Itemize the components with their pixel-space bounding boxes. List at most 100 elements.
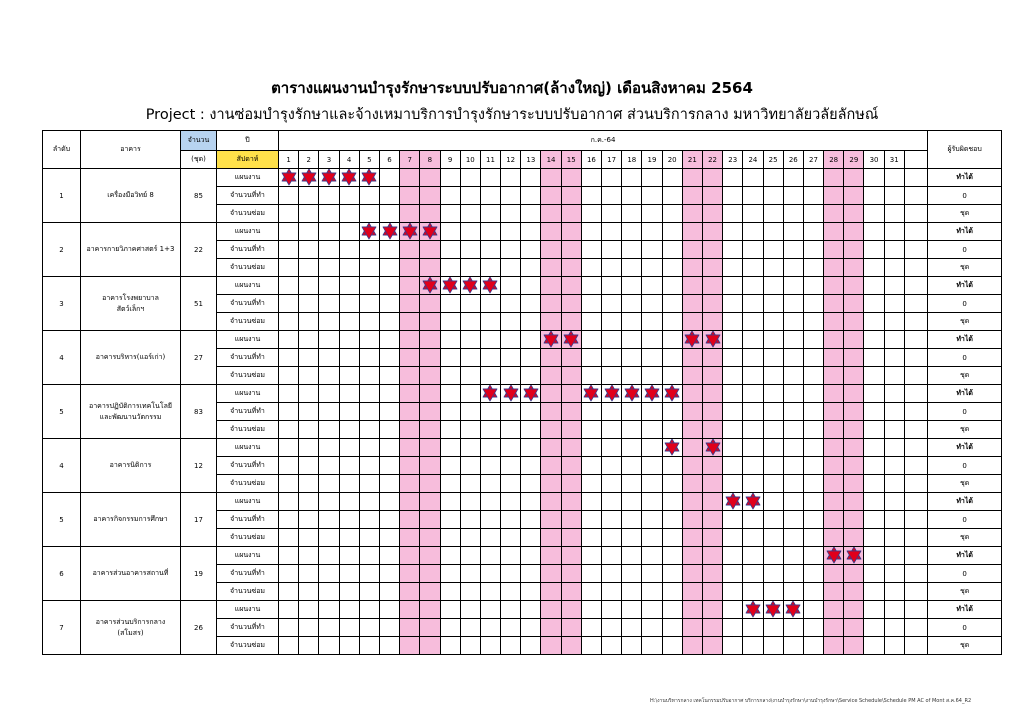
spacer-cell [903, 456, 929, 475]
plan-star-icon [705, 331, 720, 348]
day-cell [419, 294, 441, 313]
day-cell [338, 456, 360, 475]
day-cell [500, 546, 522, 565]
day-cell [298, 510, 320, 529]
day-cell [419, 312, 441, 331]
day-cell [479, 420, 502, 439]
day-cell [883, 294, 905, 313]
table-row: 4 อาคารบริหาร(แอร์เก่า) 27 แผนงาน ทำได้ [42, 330, 1003, 385]
day-cell [318, 168, 340, 187]
day-header-11: 11 [479, 150, 502, 169]
day-cell [823, 636, 845, 655]
day-cell [479, 276, 502, 295]
row-type-label: แผนงาน [216, 384, 279, 403]
day-cell [863, 474, 885, 493]
day-cell [701, 258, 724, 277]
plan-star-icon [583, 385, 599, 402]
day-cell [782, 240, 804, 259]
day-cell [378, 186, 401, 205]
day-cell [500, 240, 522, 259]
day-cell [863, 582, 885, 601]
day-cell [722, 384, 744, 403]
day-cell [500, 402, 522, 421]
day-cell [641, 510, 663, 529]
table-row: จำนวนซ่อม ชุด [43, 258, 1003, 277]
building-number: 3 [42, 276, 81, 331]
day-cell [621, 636, 643, 655]
day-cell [479, 204, 502, 223]
plan-star-icon [422, 223, 438, 240]
day-cell [843, 366, 865, 385]
responsible-cell: ชุด [927, 582, 1003, 601]
day-cell [742, 564, 764, 583]
day-cell [661, 258, 683, 277]
day-cell [500, 474, 522, 493]
plan-star-icon [402, 223, 418, 240]
row-type-label: จำนวนซ่อม [216, 312, 279, 331]
day-cell [722, 420, 744, 439]
day-cell [318, 636, 340, 655]
day-cell [358, 420, 380, 439]
day-cell [439, 276, 461, 295]
day-cell [540, 258, 562, 277]
spacer-cell [903, 294, 929, 313]
day-cell [298, 456, 320, 475]
building-number: 5 [42, 492, 81, 547]
unit-header: (ชุด) [180, 150, 217, 169]
day-cell [419, 222, 441, 241]
day-cell [762, 402, 784, 421]
day-cell [681, 582, 703, 601]
day-cell [439, 546, 461, 565]
day-header-19: 19 [641, 150, 663, 169]
day-cell [782, 276, 804, 295]
day-cell [621, 402, 643, 421]
day-cell [600, 168, 623, 187]
day-cell [459, 618, 481, 637]
day-cell [500, 510, 522, 529]
day-cell [459, 240, 481, 259]
plan-star-icon [361, 223, 377, 240]
building-count: 27 [180, 330, 217, 385]
day-cell [701, 546, 724, 565]
day-cell [843, 312, 865, 331]
day-cell [540, 330, 562, 349]
day-cell [399, 474, 421, 493]
day-cell [742, 456, 764, 475]
day-cell [520, 420, 542, 439]
day-cell [762, 420, 784, 439]
row-type-label: จำนวนที่ทำ [216, 186, 279, 205]
day-cell [802, 420, 825, 439]
file-path-footer: H:\งานบริหารกลาง เทคโนกรรมปรับอากาศ บริก… [650, 698, 972, 704]
day-cell [419, 276, 441, 295]
day-cell [681, 222, 703, 241]
day-cell [540, 312, 562, 331]
day-cell [641, 384, 663, 403]
day-cell [641, 600, 663, 619]
day-cell [520, 438, 542, 457]
day-cell [843, 204, 865, 223]
day-cell [338, 276, 360, 295]
day-cell [298, 492, 320, 511]
day-cell [277, 420, 300, 439]
day-cell [358, 366, 380, 385]
day-header-25: 25 [762, 150, 784, 169]
day-cell [701, 312, 724, 331]
day-cell [399, 618, 421, 637]
day-cell [742, 492, 764, 511]
day-cell [318, 294, 340, 313]
day-cell [863, 546, 885, 565]
plan-star-icon [745, 493, 761, 510]
building-number: 4 [42, 438, 81, 493]
day-cell [843, 222, 865, 241]
day-cell [277, 366, 300, 385]
responsible-cell: ทำได้ [927, 600, 1003, 619]
day-cell [318, 582, 340, 601]
day-cell [479, 384, 502, 403]
day-cell [277, 456, 300, 475]
day-cell [742, 348, 764, 367]
day-cell [560, 294, 582, 313]
day-cell [782, 618, 804, 637]
day-cell [399, 384, 421, 403]
day-cell [419, 600, 441, 619]
day-cell [762, 222, 784, 241]
